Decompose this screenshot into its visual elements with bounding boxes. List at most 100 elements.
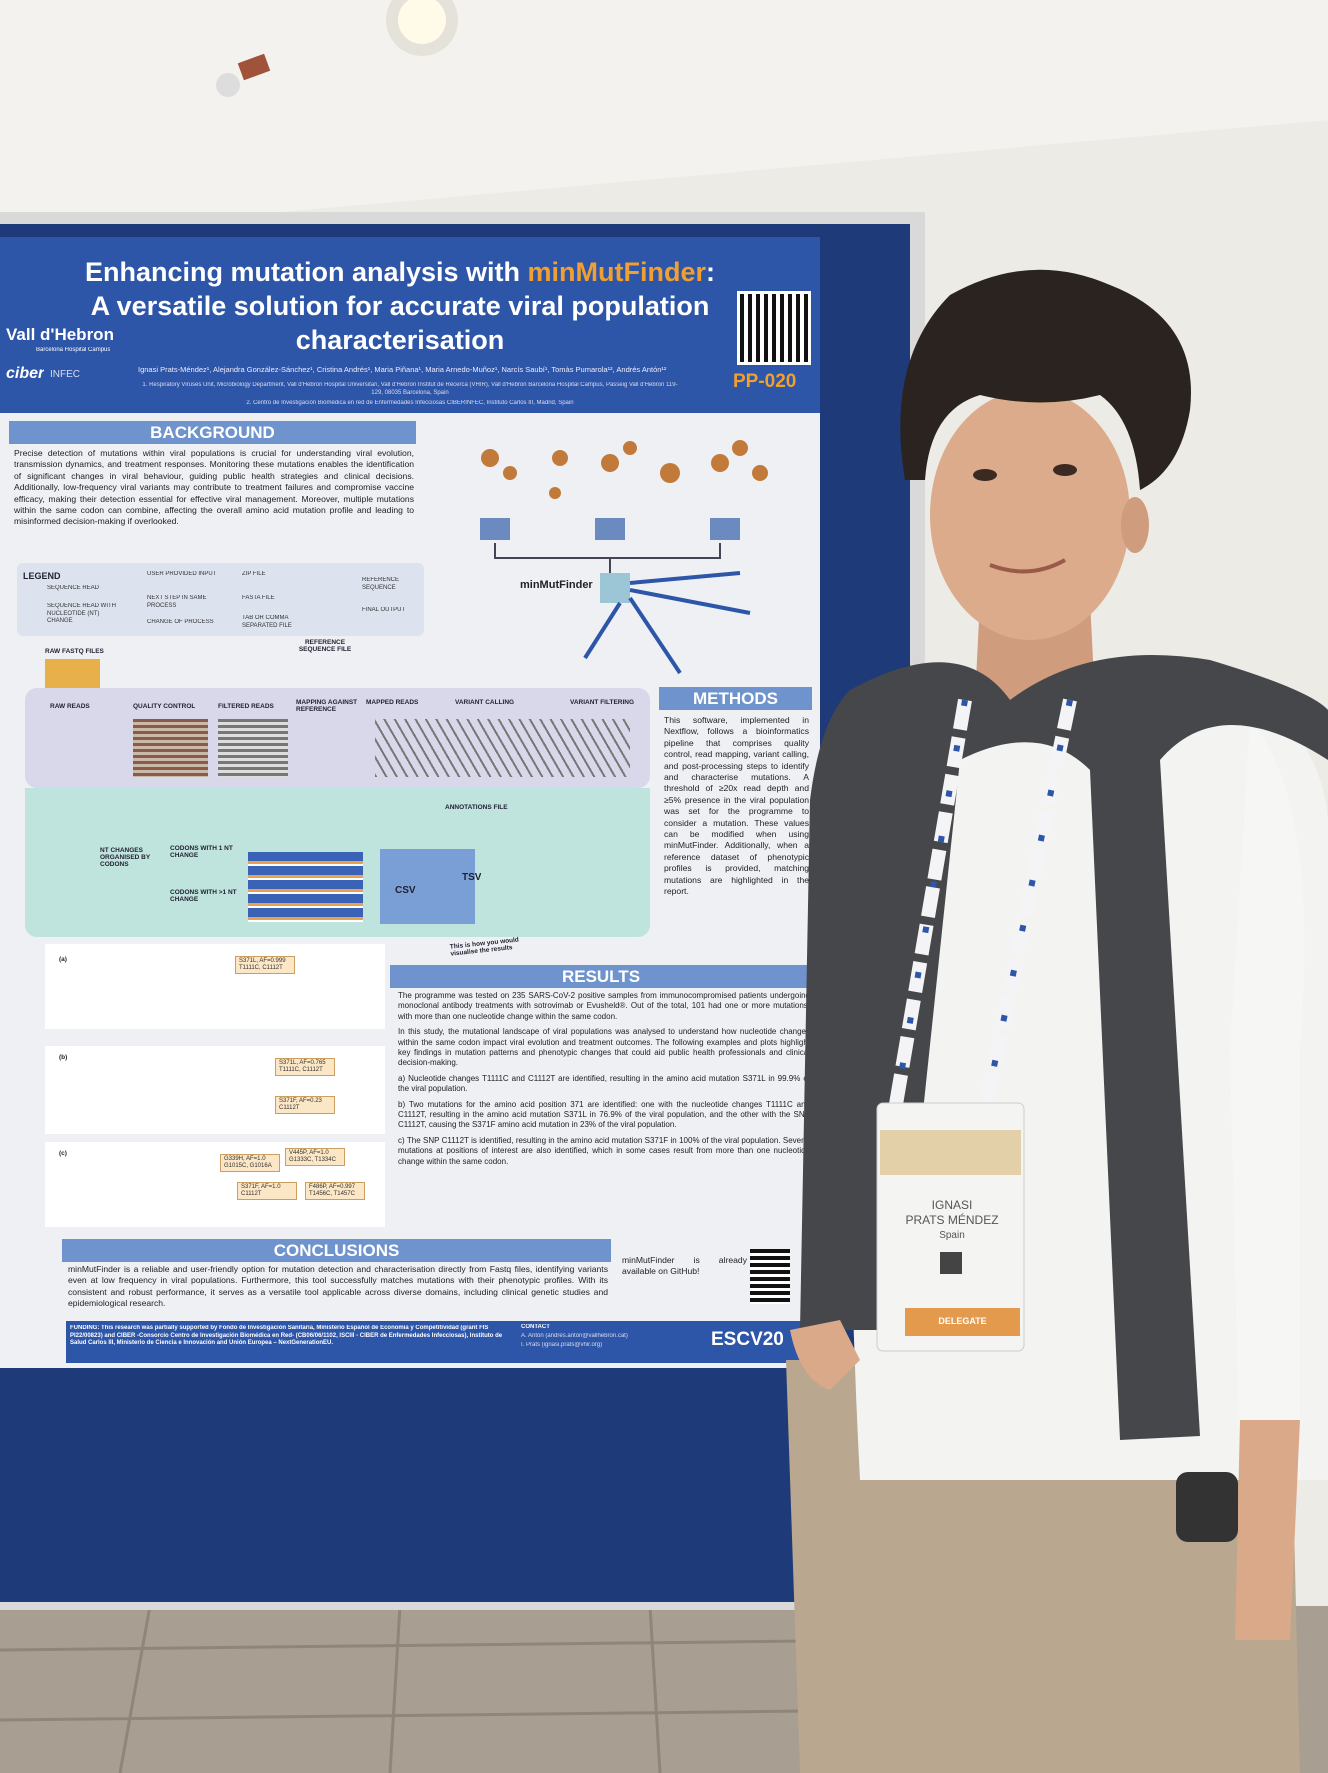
badge-last-name: PRATS MÉNDEZ bbox=[905, 1213, 999, 1227]
legend-heading: LEGEND bbox=[23, 571, 61, 581]
diagram-label: ANNOTATIONS FILE bbox=[445, 804, 508, 811]
ceiling bbox=[0, 0, 1328, 230]
section-text: minMutFinder is a reliable and user-frie… bbox=[68, 1264, 608, 1309]
title-text: characterisation bbox=[295, 325, 505, 355]
plot-annotation: S371F, AF=1.0 C1112T bbox=[237, 1182, 297, 1200]
logo-text: INFEC bbox=[50, 369, 80, 380]
section-heading: CONCLUSIONS bbox=[62, 1239, 611, 1262]
badge-role: DELEGATE bbox=[938, 1316, 987, 1326]
poster: Enhancing mutation analysis with minMutF… bbox=[0, 237, 820, 1368]
poster-code: PP-020 bbox=[733, 371, 797, 392]
badge-first-name: IGNASI bbox=[931, 1198, 973, 1212]
funding: FUNDING: This research was partially sup… bbox=[70, 1325, 503, 1346]
diagram-label: RAW FASTQ FILES bbox=[45, 648, 104, 655]
plot-label: (a) bbox=[59, 956, 67, 963]
results-text: The programme was tested on 235 SARS-CoV… bbox=[398, 991, 810, 1236]
plot-annotation: S371L, AF=0.765 T1111C, C1112T bbox=[275, 1058, 335, 1076]
section-text: This software, implemented in Nextflow, … bbox=[664, 715, 809, 897]
section-heading: BACKGROUND bbox=[9, 421, 416, 444]
conference: ESCV20 bbox=[711, 1329, 784, 1350]
legend-item: FINAL OUTPUT bbox=[362, 607, 406, 613]
legend-item: NEXT STEP IN SAME PROCESS bbox=[147, 595, 207, 609]
diagram-label: VARIANT FILTERING bbox=[570, 699, 635, 706]
ceiling-light-bulb bbox=[398, 0, 446, 44]
affiliation: 2. Centro de Investigación Biomédica en … bbox=[246, 400, 574, 406]
floor-tiles bbox=[0, 1605, 901, 1773]
diagram-label: This is how you would visualise the resu… bbox=[449, 936, 520, 958]
title-highlight: minMutFinder bbox=[527, 257, 707, 287]
smoke-detector bbox=[216, 73, 240, 97]
footer: FUNDING: This research was partially sup… bbox=[66, 1321, 820, 1363]
paragraph: In this study, the mutational landscape … bbox=[398, 1027, 810, 1068]
sequencer-icons bbox=[480, 518, 740, 540]
diagram-label: RAW READS bbox=[50, 703, 90, 710]
legend-item: REFERENCE SEQUENCE bbox=[362, 577, 400, 591]
diagram-label: MAPPING AGAINST REFERENCE bbox=[296, 699, 358, 713]
affiliation: 1. Respiratory Viruses Unit, Microbiolog… bbox=[142, 382, 678, 396]
poster-title: Enhancing mutation analysis with minMutF… bbox=[70, 255, 730, 357]
legend-item: FASTA FILE bbox=[242, 595, 275, 601]
floor bbox=[0, 1606, 1328, 1773]
diagram-label: TSV bbox=[462, 872, 482, 883]
diagram-label: minMutFinder bbox=[520, 579, 593, 591]
reads-block bbox=[133, 719, 208, 777]
section-heading: RESULTS bbox=[390, 965, 812, 988]
authors: Ignasi Prats-Méndez¹, Alejandra González… bbox=[138, 365, 667, 374]
paragraph: a) Nucleotide changes T1111C and C1112T … bbox=[398, 1073, 810, 1094]
diagram-label: REFERENCE SEQUENCE FILE bbox=[298, 639, 352, 653]
title-text: Enhancing mutation analysis with bbox=[84, 257, 521, 287]
legend-item: USER PROVIDED INPUT bbox=[147, 571, 217, 577]
output-arrows bbox=[583, 571, 751, 675]
paragraph: c) The SNP C1112T is identified, resulti… bbox=[398, 1135, 810, 1166]
section-heading: METHODS bbox=[659, 687, 812, 710]
poster-header bbox=[0, 237, 820, 413]
diagram-label: VARIANT CALLING bbox=[455, 699, 515, 706]
legend-item: SEQUENCE READ WITH NUCLEOTIDE (NT) CHANG… bbox=[47, 603, 117, 624]
contact-heading: CONTACT bbox=[521, 1324, 550, 1330]
title-text: : bbox=[706, 257, 716, 287]
contact: I. Prats (ignasi.prats@vhir.org) bbox=[521, 1342, 603, 1348]
plot-annotation: F486P, AF=0.997 T1456C, T1457C bbox=[305, 1182, 365, 1200]
zip-icons bbox=[45, 659, 100, 689]
plot-label: (c) bbox=[59, 1150, 67, 1157]
logo-text: Vall d'Hebron bbox=[6, 325, 114, 344]
files-panel bbox=[380, 849, 475, 924]
plot-annotation: G339H, AF=1.0 G1015C, G1016A bbox=[220, 1154, 280, 1172]
paragraph: b) Two mutations for the amino acid posi… bbox=[398, 1099, 810, 1130]
diagram-label: FILTERED READS bbox=[218, 703, 274, 710]
plot-panel: (b) S371L, AF=0.765 T1111C, C1112T S371F… bbox=[45, 1046, 385, 1134]
legend-item: CHANGE OF PROCESS bbox=[147, 619, 214, 625]
diagram-label: QUALITY CONTROL bbox=[133, 703, 196, 710]
section-text: Precise detection of mutations within vi… bbox=[14, 448, 414, 527]
legend-item: ZIP FILE bbox=[242, 571, 266, 577]
qr-code bbox=[737, 291, 811, 365]
legend-item: TAB OR COMMA SEPARATED FILE bbox=[242, 615, 292, 629]
badge-country: Spain bbox=[939, 1230, 965, 1241]
paragraph: The programme was tested on 235 SARS-CoV… bbox=[398, 991, 810, 1021]
logo-text: ciber bbox=[6, 365, 45, 382]
virus-icons bbox=[481, 440, 768, 499]
plot-label: (b) bbox=[59, 1054, 68, 1061]
legend-box: LEGEND SEQUENCE READ SEQUENCE READ WITH … bbox=[17, 563, 424, 636]
table-graphic bbox=[248, 852, 363, 922]
qr-code bbox=[750, 1249, 790, 1304]
diagram-label: CODONS WITH 1 NT CHANGE bbox=[170, 845, 233, 859]
badge-text: IGNASI PRATS MÉNDEZ Spain bbox=[877, 1198, 1027, 1243]
reads-block bbox=[218, 719, 288, 777]
plot-annotation: V445P, AF=1.0 G1333C, T1334C bbox=[285, 1148, 345, 1166]
exit-sign bbox=[237, 53, 271, 81]
github-note: minMutFinder is already available on Git… bbox=[622, 1255, 747, 1277]
mapped-reads bbox=[375, 719, 630, 777]
diagram-label: CODONS WITH >1 NT CHANGE bbox=[170, 889, 237, 903]
workflow-illustration bbox=[480, 440, 768, 675]
tool-icon bbox=[600, 573, 630, 603]
legend-item: SEQUENCE READ bbox=[47, 585, 100, 591]
title-text: A versatile solution for accurate viral … bbox=[90, 291, 710, 321]
plot-annotation: S371L, AF=0.999 T1111C, C1112T bbox=[235, 956, 295, 974]
contact: A. Antón (andres.anton@vallhebron.cat) bbox=[521, 1333, 628, 1339]
diagram-label: NT CHANGES ORGANISED BY CODONS bbox=[100, 847, 151, 868]
plot-panel: (a) S371L, AF=0.999 T1111C, C1112T bbox=[45, 944, 385, 1029]
connector bbox=[494, 543, 721, 573]
diagram-label: CSV bbox=[395, 885, 416, 896]
